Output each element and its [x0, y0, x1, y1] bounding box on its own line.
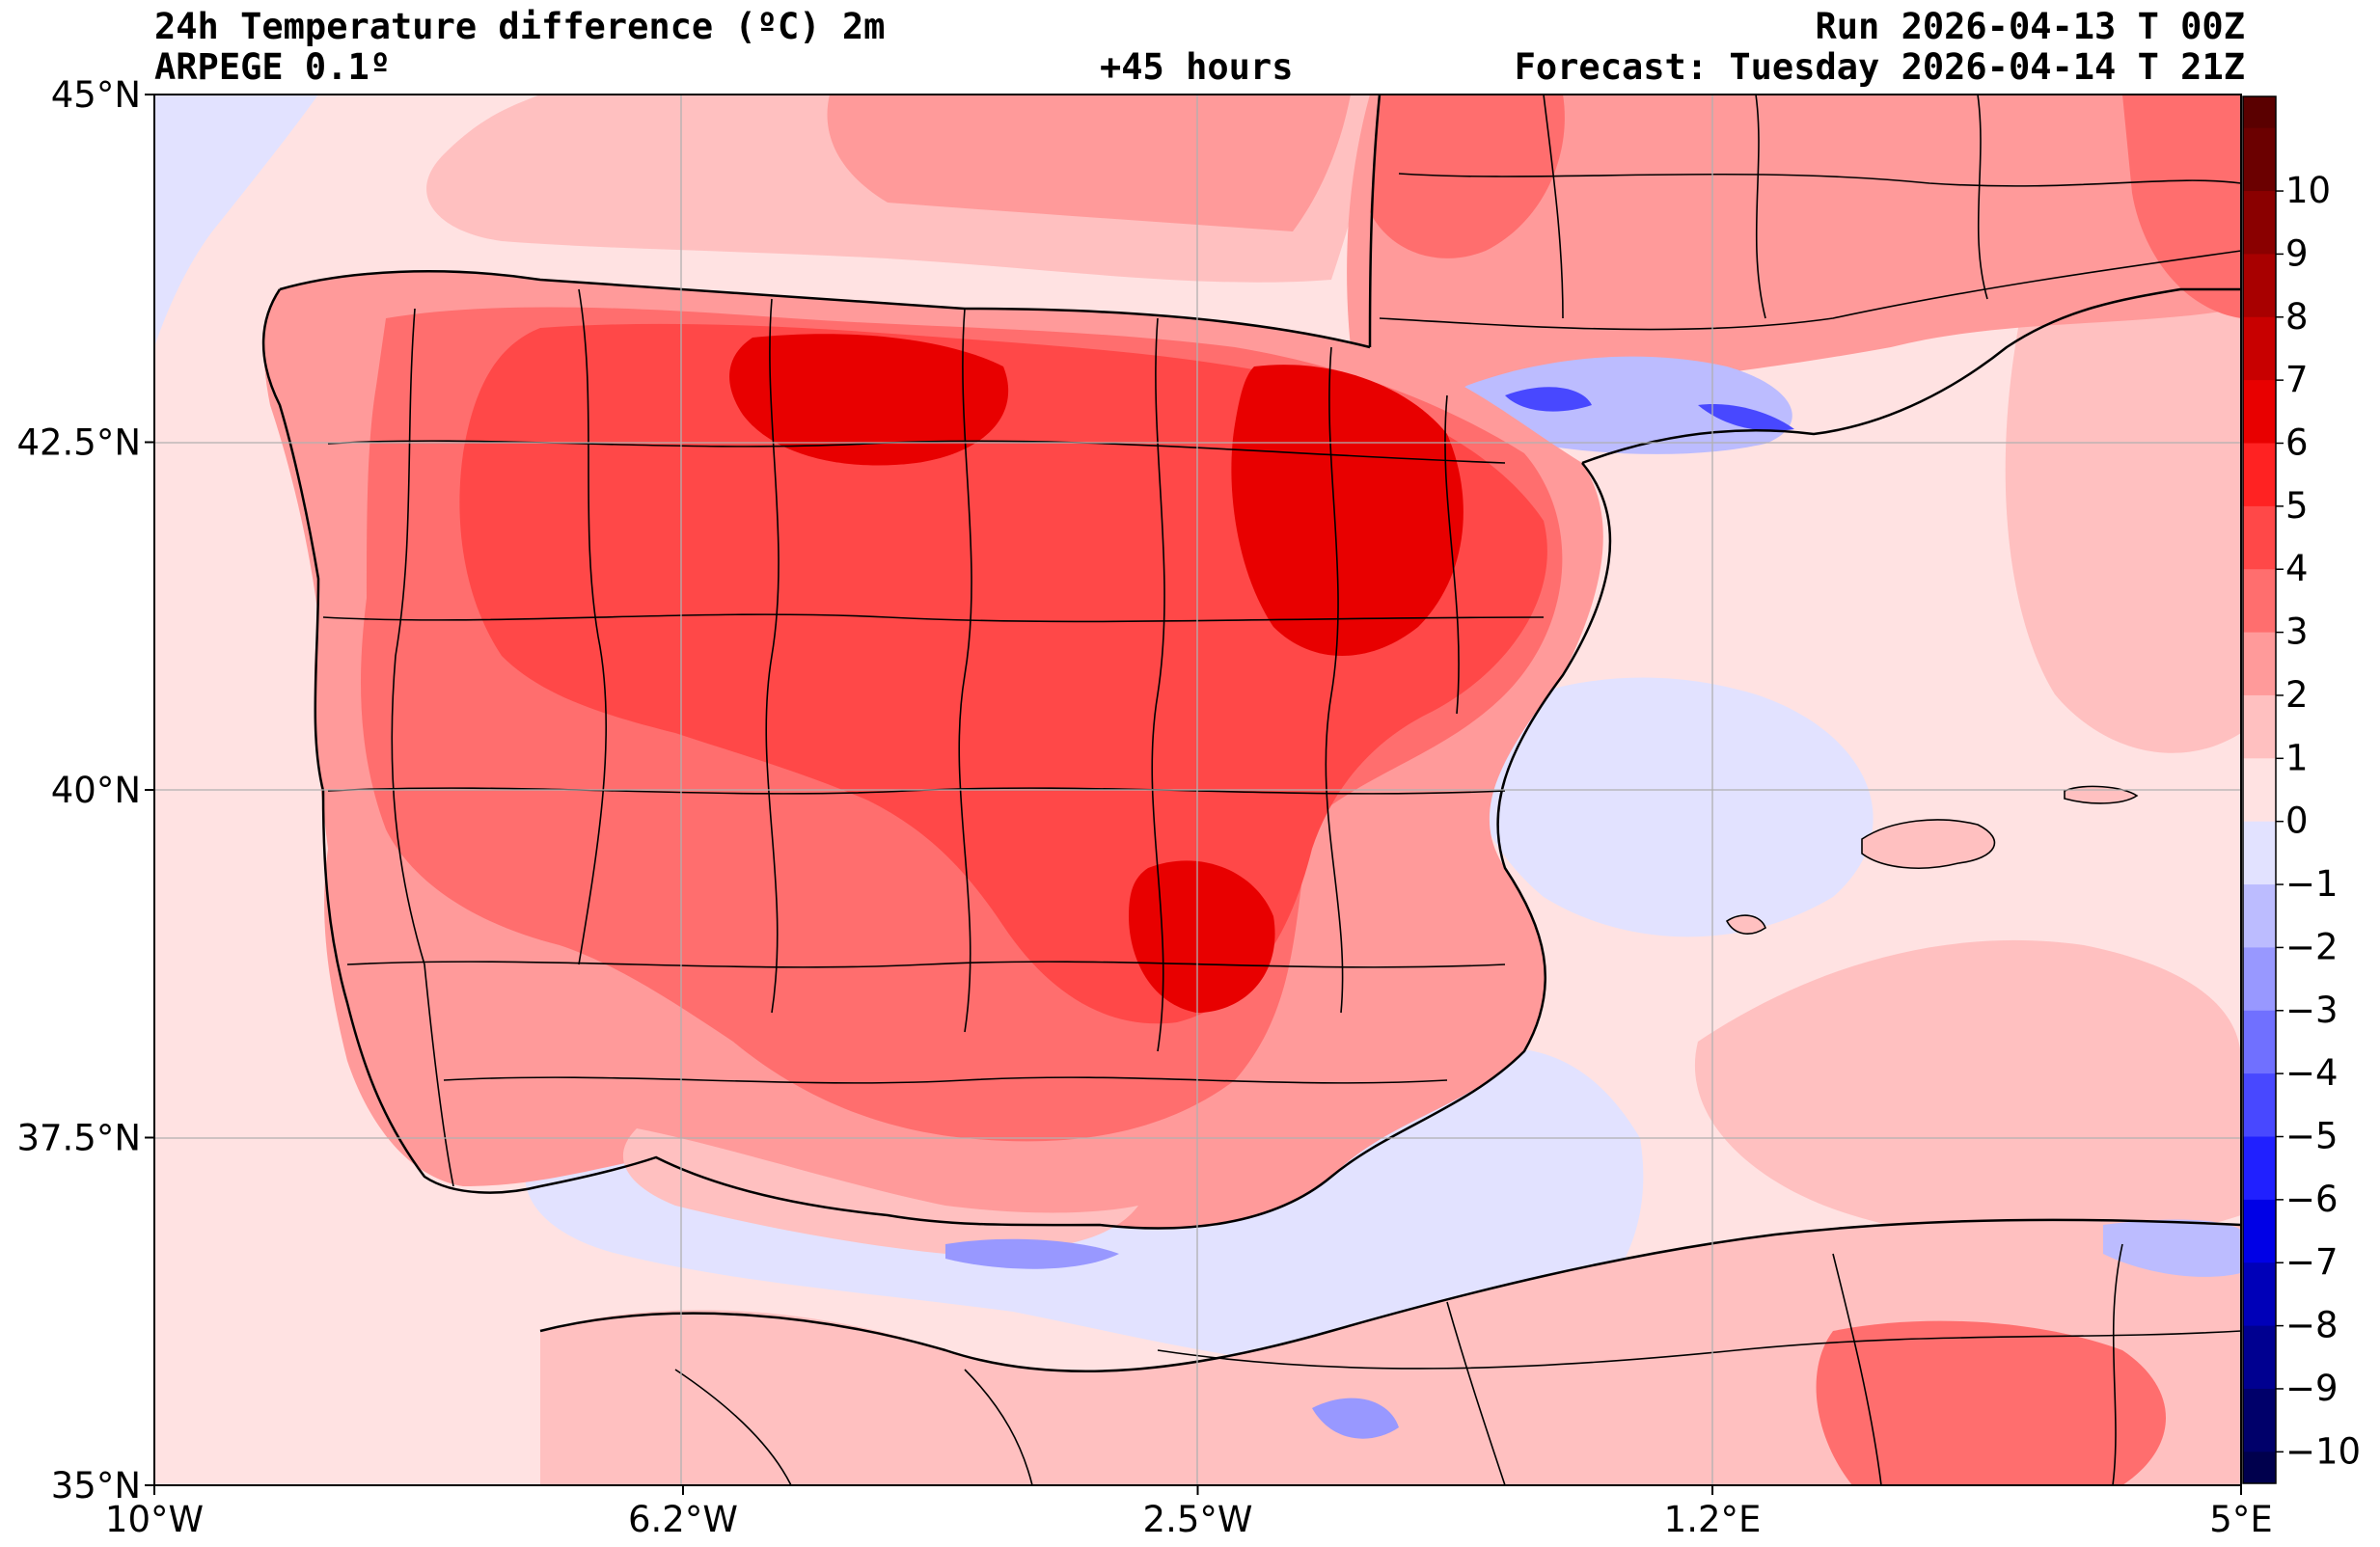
castilla-hottest-spot — [1129, 860, 1275, 1013]
colorbar-label: 1 — [2285, 737, 2309, 778]
france-warm-zone — [1347, 95, 2241, 398]
iberia-coastline — [261, 288, 1612, 1230]
colorbar-label: −1 — [2285, 863, 2339, 905]
balearic-sea-cool-zone — [1469, 677, 1874, 937]
atlantic-cool-zone — [154, 95, 318, 347]
colorbar-label: 7 — [2285, 359, 2309, 400]
lat-tick-label: 35°N — [51, 1465, 141, 1506]
ebro-hottest-spot — [1231, 365, 1464, 656]
biscay-warmer-zone — [827, 95, 1351, 231]
colorbar-label: −3 — [2285, 990, 2339, 1031]
colorbar-label: 8 — [2285, 296, 2309, 338]
andalusia-coast-zone — [622, 1128, 1138, 1254]
ligurian-warm-zone — [2005, 281, 2241, 753]
colorbar-top-extension — [2243, 96, 2276, 129]
lon-tick-label: 10°W — [105, 1499, 204, 1540]
colorbar-label: 2 — [2285, 674, 2309, 716]
colorbar-label: −10 — [2285, 1430, 2361, 1472]
north-africa-hot-zone — [1816, 1320, 2166, 1485]
colorbar-bin — [2243, 380, 2276, 445]
tunisia-coast-cool-zone — [2103, 1219, 2241, 1277]
colorbar-bin — [2243, 505, 2276, 571]
france-se-hot-zone — [2122, 95, 2241, 318]
longitude-labels: 10°W 6.2°W 2.5°W 1.2°E 5°E — [105, 1485, 2273, 1540]
north-africa-warm — [540, 1218, 2241, 1485]
latitude-labels: 45°N 42.5°N 40°N 37.5°N 35°N — [16, 74, 154, 1506]
duero-hottest-spot — [729, 334, 1009, 466]
colorbar-label: 9 — [2285, 232, 2309, 274]
colorbar-label: 3 — [2285, 611, 2309, 653]
colorbar-label: −5 — [2285, 1116, 2339, 1157]
morocco-cool-spot — [1312, 1398, 1399, 1439]
colorbar-bin — [2243, 1010, 2276, 1075]
colorbar-bin — [2243, 884, 2276, 949]
colorbar-label: −9 — [2285, 1368, 2339, 1409]
cantabrian-coastline — [279, 270, 1371, 349]
colorbar-label: −2 — [2285, 926, 2339, 967]
lat-tick-label: 40°N — [51, 770, 141, 811]
map-field — [154, 95, 2241, 1485]
colorbar-frame — [2242, 95, 2277, 1484]
colorbar-bin — [2243, 947, 2276, 1012]
lat-tick-label: 45°N — [51, 74, 141, 116]
colorbar-label: −7 — [2285, 1241, 2339, 1283]
pyrenees-cold-spot-2 — [1698, 404, 1794, 431]
colorbar-bin — [2243, 1388, 2276, 1453]
model-label: ARPEGE 0.1º — [154, 46, 392, 88]
colorbar-bin — [2243, 254, 2276, 318]
colorbar-label: 0 — [2285, 801, 2309, 842]
gulf-of-lion-coastline — [1581, 287, 2241, 465]
colorbar-bin — [2243, 443, 2276, 507]
colorbar-label: 6 — [2285, 422, 2309, 464]
east-med-warm-zone — [1694, 939, 2241, 1244]
aquitaine-coastline — [1368, 95, 1381, 348]
colorbar-bin — [2243, 1325, 2276, 1390]
lon-tick-label: 5°E — [2209, 1499, 2272, 1540]
colorbar-bin — [2243, 632, 2276, 696]
lead-time-label: +45 hours — [1100, 46, 1294, 88]
ibiza — [1725, 914, 1766, 935]
run-label: Run 2026-04-13 T 00Z — [1815, 6, 2245, 47]
colorbar-bin — [2243, 758, 2276, 823]
colorbar-bin — [2243, 1073, 2276, 1138]
mallorca — [1861, 819, 1996, 869]
colorbar-bin — [2243, 694, 2276, 760]
lon-tick-label: 2.5°W — [1143, 1499, 1253, 1540]
colorbar-label: 10 — [2285, 170, 2331, 211]
forecast-label: Forecast: Tuesday 2026-04-14 T 21Z — [1514, 46, 2245, 88]
colorbar-label: −4 — [2285, 1052, 2339, 1094]
admin-borders — [322, 95, 2241, 1485]
colorbar-bin — [2243, 1262, 2276, 1327]
map-title: 24h Temperature difference (ºC) 2m — [154, 6, 886, 47]
colorbar-bin — [2243, 569, 2276, 634]
colorbar-label: 4 — [2285, 548, 2309, 589]
graticule — [154, 95, 2241, 1485]
colorbar-bin — [2243, 191, 2276, 256]
pyrenees-cool-zone — [1449, 356, 1792, 454]
north-africa-coastline — [539, 1218, 2241, 1373]
alboran-cold-strip — [945, 1238, 1119, 1269]
pyrenees-cold-spot-1 — [1505, 387, 1592, 412]
lon-tick-label: 6.2°W — [628, 1499, 738, 1540]
menorca — [2064, 785, 2139, 804]
lat-tick-label: 37.5°N — [16, 1118, 141, 1159]
colorbar-bin — [2243, 316, 2276, 382]
colorbar-label: 5 — [2285, 485, 2309, 527]
colorbar-label: −8 — [2285, 1305, 2339, 1346]
lon-tick-label: 1.2°E — [1664, 1499, 1762, 1540]
lat-tick-label: 42.5°N — [16, 422, 141, 464]
colorbar-label: −6 — [2285, 1179, 2339, 1220]
colorbar-bin — [2243, 1136, 2276, 1201]
colorbar-bin — [2243, 1199, 2276, 1264]
colorbar-bottom-extension — [2243, 1452, 2276, 1483]
colorbar-bin — [2243, 821, 2276, 886]
colorbar-bin — [2243, 127, 2276, 193]
